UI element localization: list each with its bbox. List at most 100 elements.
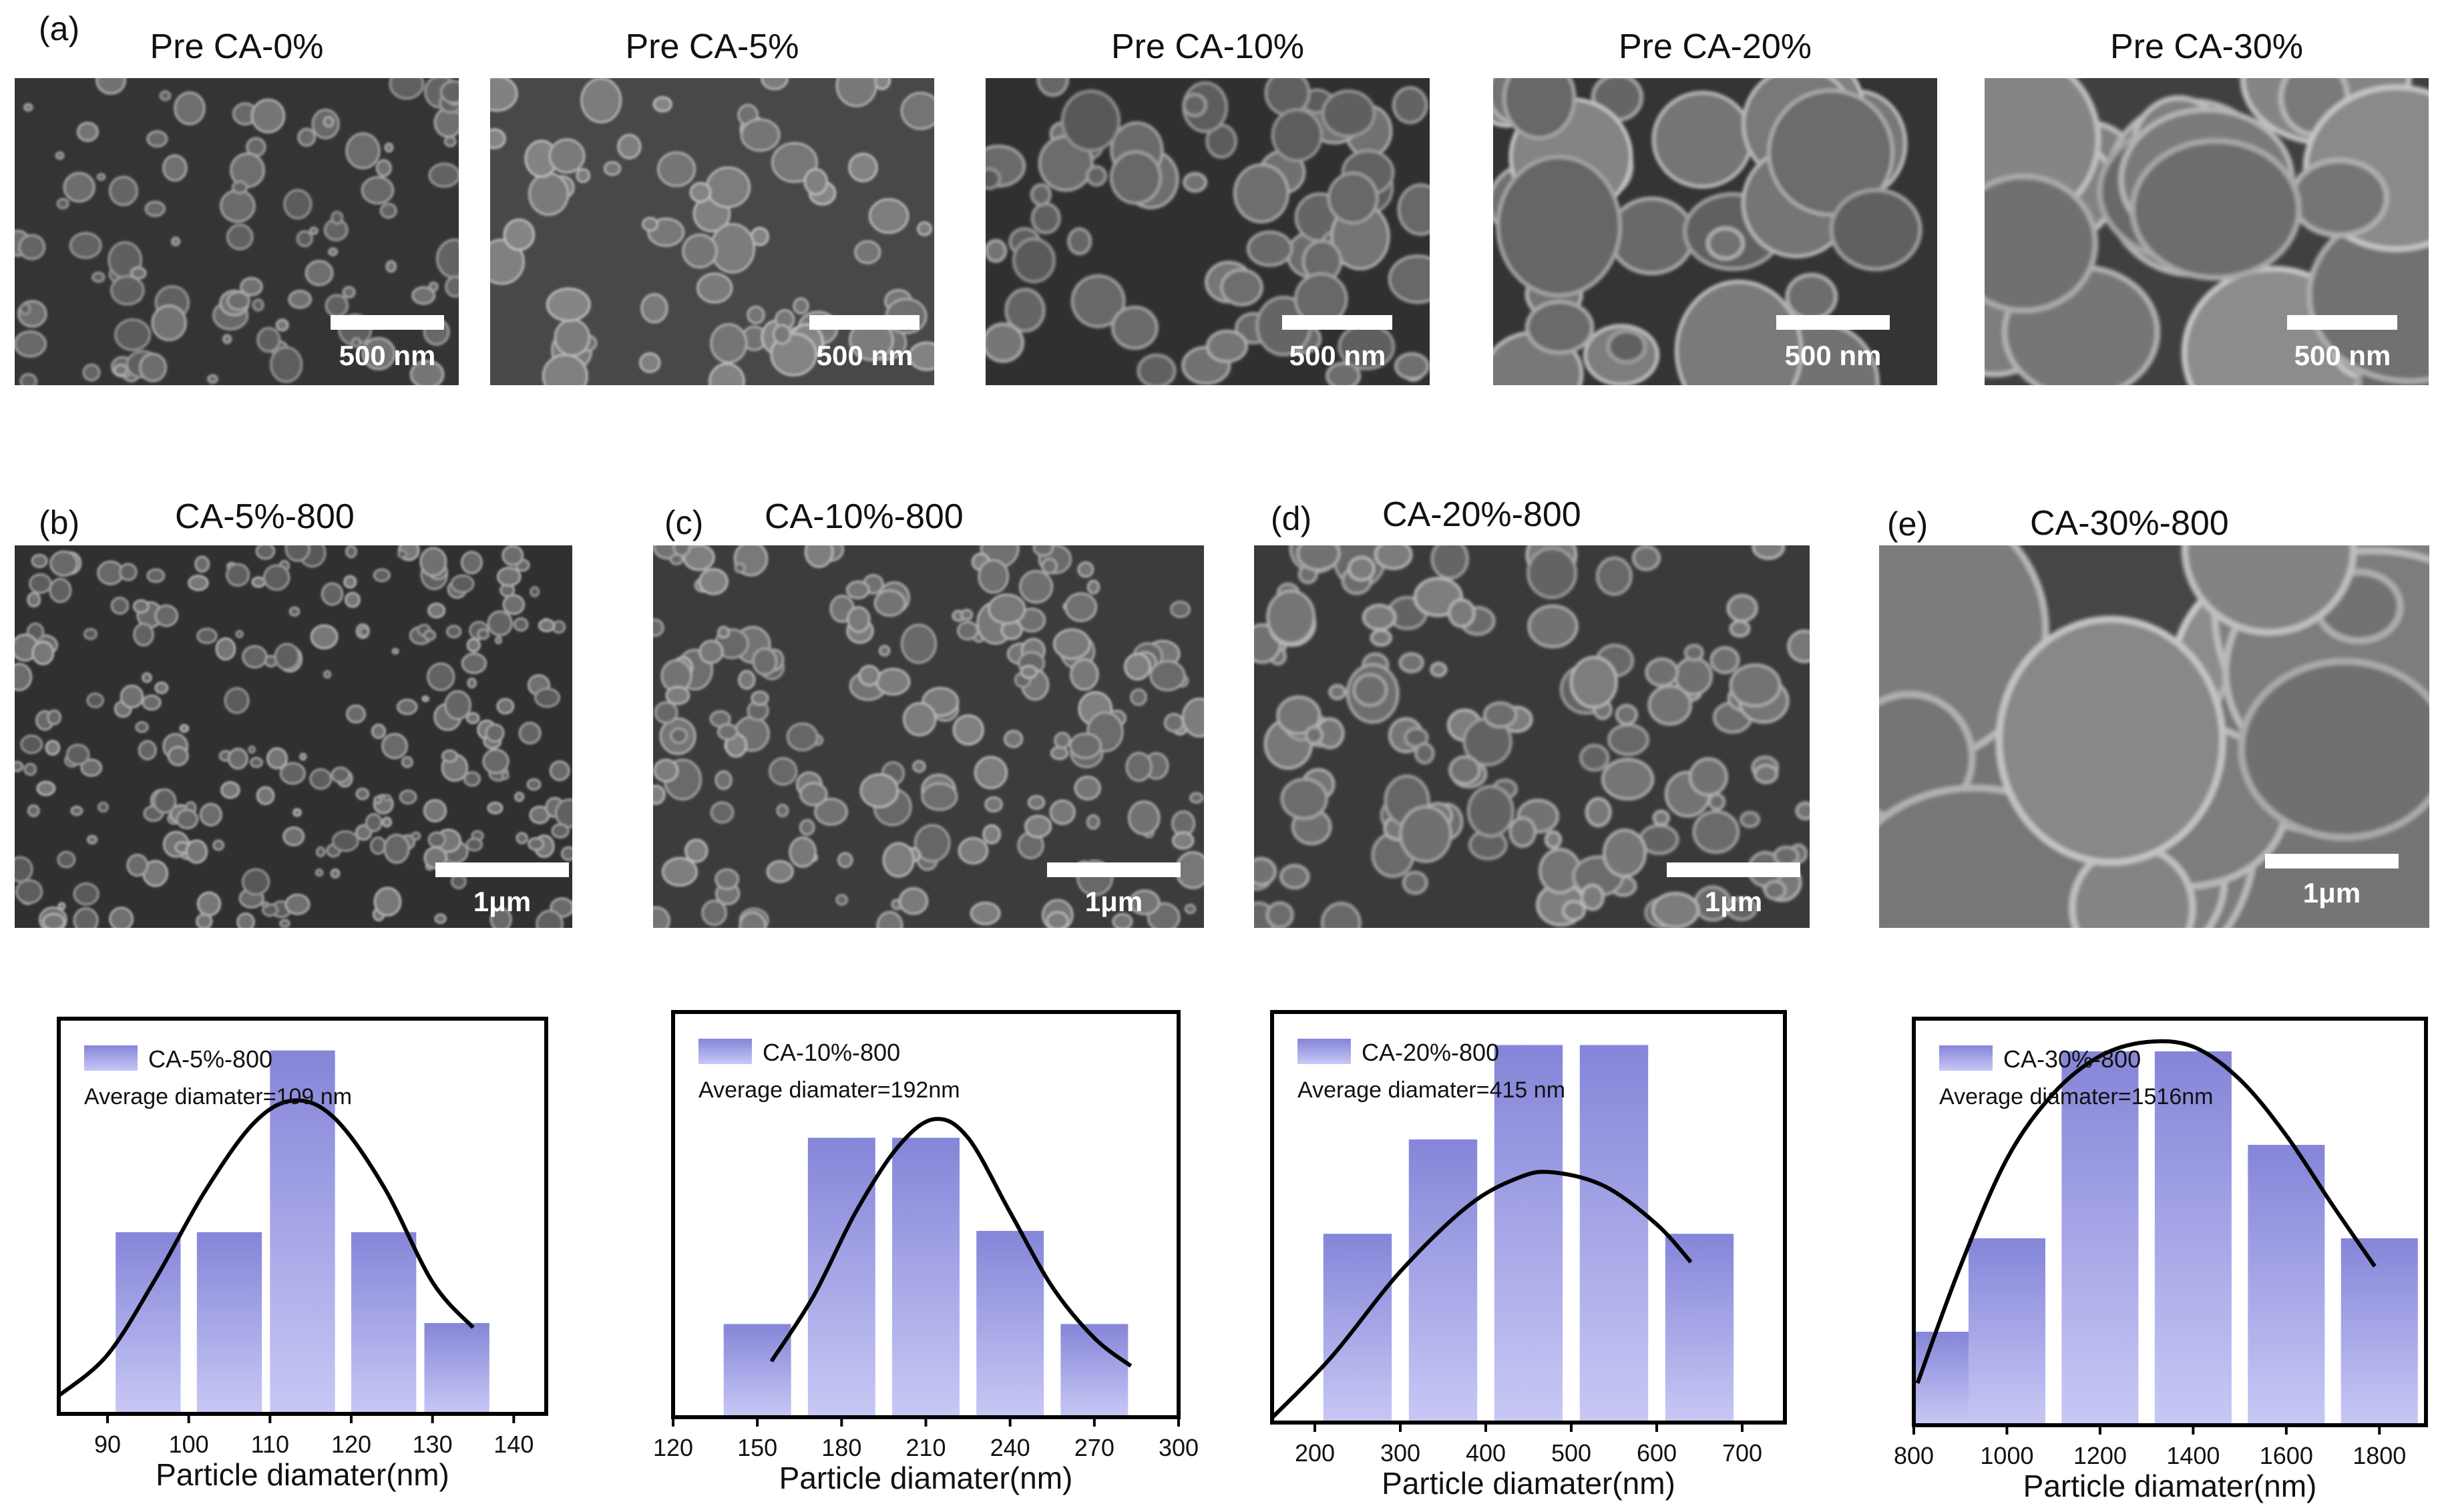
histogram-bar xyxy=(196,1232,262,1414)
scale-bar-pre-5 xyxy=(809,315,920,330)
legend-swatch xyxy=(698,1039,752,1064)
average-diameter-annotation: Average diamater=109 nm xyxy=(84,1084,352,1109)
x-tick-label: 1800 xyxy=(2353,1442,2406,1469)
x-tick-label: 270 xyxy=(1074,1434,1114,1461)
histogram-bar xyxy=(1579,1045,1649,1423)
x-tick-label: 1600 xyxy=(2260,1442,2313,1469)
sem-title-pre-5: Pre CA-5% xyxy=(625,27,799,66)
scale-bar-ca-10 xyxy=(1047,862,1181,877)
sem-image-pre-30 xyxy=(1985,78,2429,385)
x-tick-label: 300 xyxy=(1159,1434,1199,1461)
x-tick-label: 1400 xyxy=(2166,1442,2220,1469)
x-axis-label: Particle diamater(nm) xyxy=(779,1461,1073,1495)
scale-bar-pre-20 xyxy=(1776,315,1890,330)
x-axis-label: Particle diamater(nm) xyxy=(1382,1466,1675,1501)
scale-bar-ca-30 xyxy=(2265,854,2399,868)
x-tick-label: 210 xyxy=(905,1434,946,1461)
fit-curve xyxy=(1915,1039,2377,1384)
x-axis-label: Particle diamater(nm) xyxy=(2023,1469,2317,1503)
x-tick-label: 1200 xyxy=(2073,1442,2127,1469)
x-tick-label: 200 xyxy=(1295,1439,1335,1467)
x-tick-label: 180 xyxy=(821,1434,861,1461)
plot-frame xyxy=(1270,1010,1787,1425)
histogram-bar xyxy=(424,1322,489,1414)
x-tick-label: 110 xyxy=(251,1431,289,1458)
histogram-bar xyxy=(1060,1324,1129,1417)
histogram-bar xyxy=(1914,1332,1976,1425)
legend-swatch xyxy=(1939,1045,1993,1071)
plot-frame xyxy=(671,1010,1181,1419)
scale-label-pre-5: 500 nm xyxy=(816,340,913,371)
plot-frame xyxy=(1912,1017,2428,1427)
sem-title-pre-30: Pre CA-30% xyxy=(2110,27,2303,66)
sem-title-pre-10: Pre CA-10% xyxy=(1111,27,1304,66)
sem-image-pre-5 xyxy=(490,78,934,385)
x-tick-label: 700 xyxy=(1722,1439,1762,1467)
histogram-bar xyxy=(2061,1051,2139,1425)
legend-label: CA-5%-800 xyxy=(148,1045,272,1073)
histogram-bar xyxy=(1494,1045,1563,1423)
sem-image-ca-30 xyxy=(1879,545,2429,928)
scale-label-pre-0: 500 nm xyxy=(339,340,436,371)
scale-label-pre-20: 500 nm xyxy=(1784,340,1882,371)
x-tick-label: 130 xyxy=(413,1431,453,1458)
legend-label: CA-30%-800 xyxy=(2003,1045,2141,1073)
histogram-bar xyxy=(892,1138,960,1417)
panel-label-e: (e) xyxy=(1887,505,1928,543)
scale-bar-ca-20 xyxy=(1667,862,1800,877)
sem-title-ca-10: CA-10%-800 xyxy=(765,497,964,536)
histogram-bar xyxy=(1408,1139,1478,1423)
plot-frame xyxy=(57,1017,548,1416)
x-tick-label: 500 xyxy=(1551,1439,1591,1467)
legend-swatch xyxy=(84,1045,138,1071)
sem-title-ca-5: CA-5%-800 xyxy=(175,497,355,536)
x-tick-label: 100 xyxy=(169,1431,209,1458)
panel-label-a: (a) xyxy=(39,10,80,47)
x-tick-label: 90 xyxy=(94,1431,121,1458)
histogram-bar xyxy=(1323,1234,1392,1423)
legend-label: CA-20%-800 xyxy=(1362,1039,1499,1066)
average-diameter-annotation: Average diamater=415 nm xyxy=(1297,1077,1565,1103)
fit-curve xyxy=(769,1117,1133,1368)
panel-label-b: (b) xyxy=(39,504,80,541)
scale-label-ca-10: 1μm xyxy=(1084,886,1143,917)
x-tick-label: 400 xyxy=(1466,1439,1506,1467)
histogram-bar xyxy=(976,1230,1044,1417)
x-tick-label: 140 xyxy=(493,1431,534,1458)
sem-image-pre-0 xyxy=(15,78,459,385)
scale-label-pre-10: 500 nm xyxy=(1289,340,1386,371)
x-tick-label: 120 xyxy=(653,1434,693,1461)
fit-curve xyxy=(57,1098,475,1398)
histogram-bar xyxy=(2341,1238,2418,1425)
legend-label: CA-10%-800 xyxy=(763,1039,900,1066)
x-tick-label: 120 xyxy=(331,1431,371,1458)
histogram-bar xyxy=(2154,1051,2232,1425)
scale-label-ca-5: 1μm xyxy=(473,886,532,917)
scale-bar-pre-30 xyxy=(2287,315,2397,330)
panel-label-d: (d) xyxy=(1271,500,1312,537)
histogram-bar xyxy=(2248,1145,2325,1425)
histogram-bar xyxy=(723,1324,791,1417)
sem-title-ca-20: CA-20%-800 xyxy=(1382,495,1581,534)
scale-bar-pre-0 xyxy=(331,315,444,330)
scale-bar-ca-5 xyxy=(435,862,569,877)
x-axis-label: Particle diamater(nm) xyxy=(156,1457,449,1492)
sem-image-pre-20 xyxy=(1493,78,1937,385)
sem-title-ca-30: CA-30%-800 xyxy=(2030,504,2229,543)
histogram-bar xyxy=(1665,1234,1734,1423)
x-tick-label: 150 xyxy=(737,1434,777,1461)
x-tick-label: 600 xyxy=(1637,1439,1677,1467)
x-tick-label: 1000 xyxy=(1980,1442,2033,1469)
sem-image-ca-10 xyxy=(653,545,1204,928)
sem-title-pre-0: Pre CA-0% xyxy=(150,27,324,66)
sem-title-pre-20: Pre CA-20% xyxy=(1619,27,1812,66)
panel-label-c: (c) xyxy=(664,504,704,541)
scale-label-ca-20: 1μm xyxy=(1704,886,1763,917)
x-tick-label: 240 xyxy=(990,1434,1030,1461)
legend-swatch xyxy=(1297,1039,1351,1064)
histogram-bar xyxy=(270,1050,335,1414)
x-tick-label: 300 xyxy=(1380,1439,1420,1467)
histogram-bar xyxy=(116,1232,181,1414)
histogram-bar xyxy=(351,1232,417,1414)
scale-bar-pre-10 xyxy=(1282,315,1392,330)
